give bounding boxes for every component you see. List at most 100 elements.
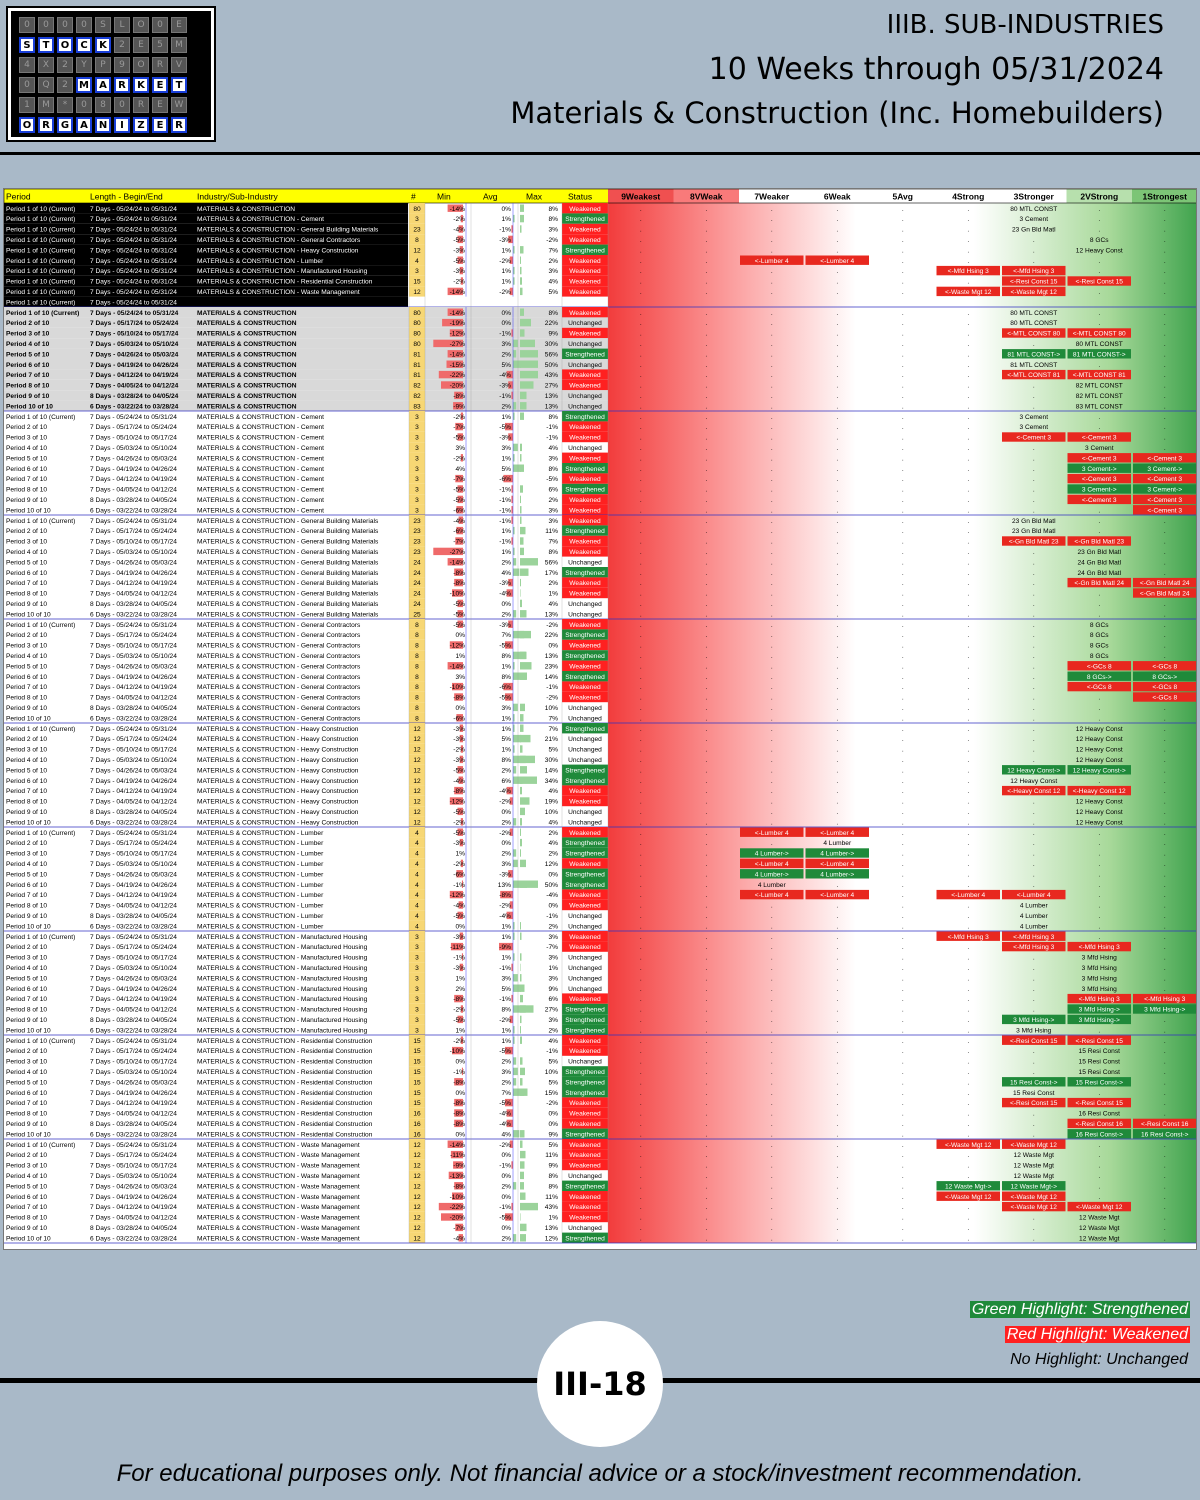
tier-dot: . — [1164, 247, 1166, 254]
cell-avg: 0% — [501, 310, 511, 317]
tier-dot: . — [836, 455, 838, 462]
cell-max: 11% — [545, 1194, 558, 1201]
cell-count: 12 — [413, 809, 421, 816]
tier-dot: . — [1098, 715, 1100, 722]
tier-dot: . — [640, 289, 642, 296]
cell-count: 4 — [415, 861, 419, 868]
cell-avg: 2% — [501, 1235, 511, 1242]
tier-dot: . — [771, 799, 773, 806]
count-bg — [409, 795, 425, 807]
avg-bar — [513, 360, 521, 368]
min-bar — [456, 526, 463, 535]
cell-min: -22% — [450, 372, 466, 379]
status-bg — [562, 327, 608, 339]
cell-status: Weakened — [569, 799, 601, 806]
tier-dot: . — [705, 788, 707, 795]
tier-dot: . — [1098, 861, 1100, 868]
row-band — [4, 223, 408, 235]
cell-count: 12 — [413, 767, 421, 774]
tier-dot: . — [967, 580, 969, 587]
tier-dot: . — [902, 840, 904, 847]
tier-dot: . — [640, 705, 642, 712]
cell-period: Period 9 of 10 — [6, 1225, 47, 1232]
tier-dot: . — [836, 237, 838, 244]
cell-avg: 3% — [501, 341, 511, 348]
cell-min: -20% — [450, 1215, 466, 1222]
tier-box — [1002, 276, 1066, 286]
tier-box — [1067, 432, 1131, 442]
cell-max: 21% — [545, 736, 558, 743]
cell-max: 19% — [545, 799, 558, 806]
cell-period: Period 6 of 10 — [6, 362, 50, 369]
column-header-tier: 7Weaker — [754, 192, 790, 202]
tier-dot: . — [1033, 695, 1035, 702]
tier-dot: . — [1164, 747, 1166, 754]
cell-min: -11% — [450, 944, 465, 951]
min-bar — [454, 1098, 463, 1107]
min-bar — [455, 474, 463, 483]
cell-max: 7% — [548, 247, 558, 254]
tier-dot: . — [771, 414, 773, 421]
max-bar — [520, 568, 529, 576]
min-bar — [452, 1046, 463, 1055]
tier-box — [1067, 484, 1131, 494]
cell-max: 5% — [548, 747, 558, 754]
tier-dot: . — [705, 1100, 707, 1107]
cell-period: Period 3 of 10 — [6, 539, 47, 546]
cell-status: Unchanged — [568, 1059, 602, 1066]
count-bg — [409, 265, 425, 276]
tier-box — [1002, 889, 1066, 900]
tier-dot: . — [1164, 934, 1166, 941]
cell-avg: 0% — [501, 601, 511, 608]
tier-dot: . — [902, 1079, 904, 1086]
cell-length: 7 Days - 04/05/24 to 04/12/24 — [90, 1111, 177, 1118]
tier-dot: . — [902, 414, 904, 421]
tier-dot: . — [771, 528, 773, 535]
cell-industry: MATERIALS & CONSTRUCTION - Residential C… — [197, 1069, 373, 1076]
tier-dot: . — [640, 882, 642, 889]
cell-period: Period 3 of 10 — [6, 955, 47, 962]
cell-industry: MATERIALS & CONSTRUCTION - Residential C… — [197, 1100, 373, 1107]
cell-status: Weakened — [569, 279, 601, 286]
cell-min: -2% — [453, 747, 465, 754]
tier-dot: . — [967, 570, 969, 577]
tier-dot: . — [1164, 892, 1166, 899]
logo-letter: 2 — [57, 57, 73, 73]
logo-letter: R — [114, 77, 130, 93]
cell-count: 16 — [413, 1131, 421, 1138]
tier-box — [805, 827, 869, 837]
cell-industry: MATERIALS & CONSTRUCTION - Cement — [197, 466, 324, 473]
cell-max: 22% — [545, 320, 558, 327]
cell-industry: MATERIALS & CONSTRUCTION - General Contr… — [197, 684, 361, 691]
status-bg — [562, 1066, 608, 1077]
tier-dot: . — [1164, 1017, 1166, 1024]
cell-period: Period 5 of 10 — [6, 351, 50, 358]
cell-status: Strengthened — [565, 528, 605, 535]
tier-dot: . — [836, 736, 838, 743]
cell-industry: MATERIALS & CONSTRUCTION - Manufactured … — [197, 955, 368, 962]
cell-max: 11% — [545, 528, 558, 535]
cell-avg: -1% — [499, 507, 511, 514]
cell-length: 7 Days - 05/24/24 to 05/31/24 — [90, 258, 177, 265]
cell-industry: MATERIALS & CONSTRUCTION - General Contr… — [197, 715, 361, 722]
tier-dot: . — [1098, 320, 1100, 327]
tier-label: 12 Heavy Const-> — [1007, 767, 1060, 774]
tier-box — [1067, 1129, 1131, 1139]
cell-status: Strengthened — [565, 840, 605, 847]
cell-industry: MATERIALS & CONSTRUCTION - Waste Managem… — [197, 1225, 360, 1232]
tier-label: 12 Heavy Const — [1076, 747, 1123, 754]
cell-length: 7 Days - 05/03/24 to 05/10/24 — [90, 549, 177, 556]
cell-min: -1% — [453, 1069, 465, 1076]
cell-industry: MATERIALS & CONSTRUCTION - Residential C… — [197, 1048, 373, 1055]
cell-period: Period 9 of 10 — [6, 601, 47, 608]
cell-status: Weakened — [569, 310, 601, 317]
logo-letter: Z — [133, 117, 149, 133]
cell-length: 7 Days - 04/26/24 to 05/03/24 — [90, 663, 177, 670]
min-bar — [454, 1182, 463, 1190]
max-bar — [520, 318, 531, 327]
cell-avg: -3% — [499, 871, 511, 878]
cell-max: 8% — [548, 206, 558, 213]
tier-dot: . — [902, 695, 904, 702]
cell-status: Unchanged — [568, 819, 602, 826]
cell-avg: 1% — [501, 528, 511, 535]
